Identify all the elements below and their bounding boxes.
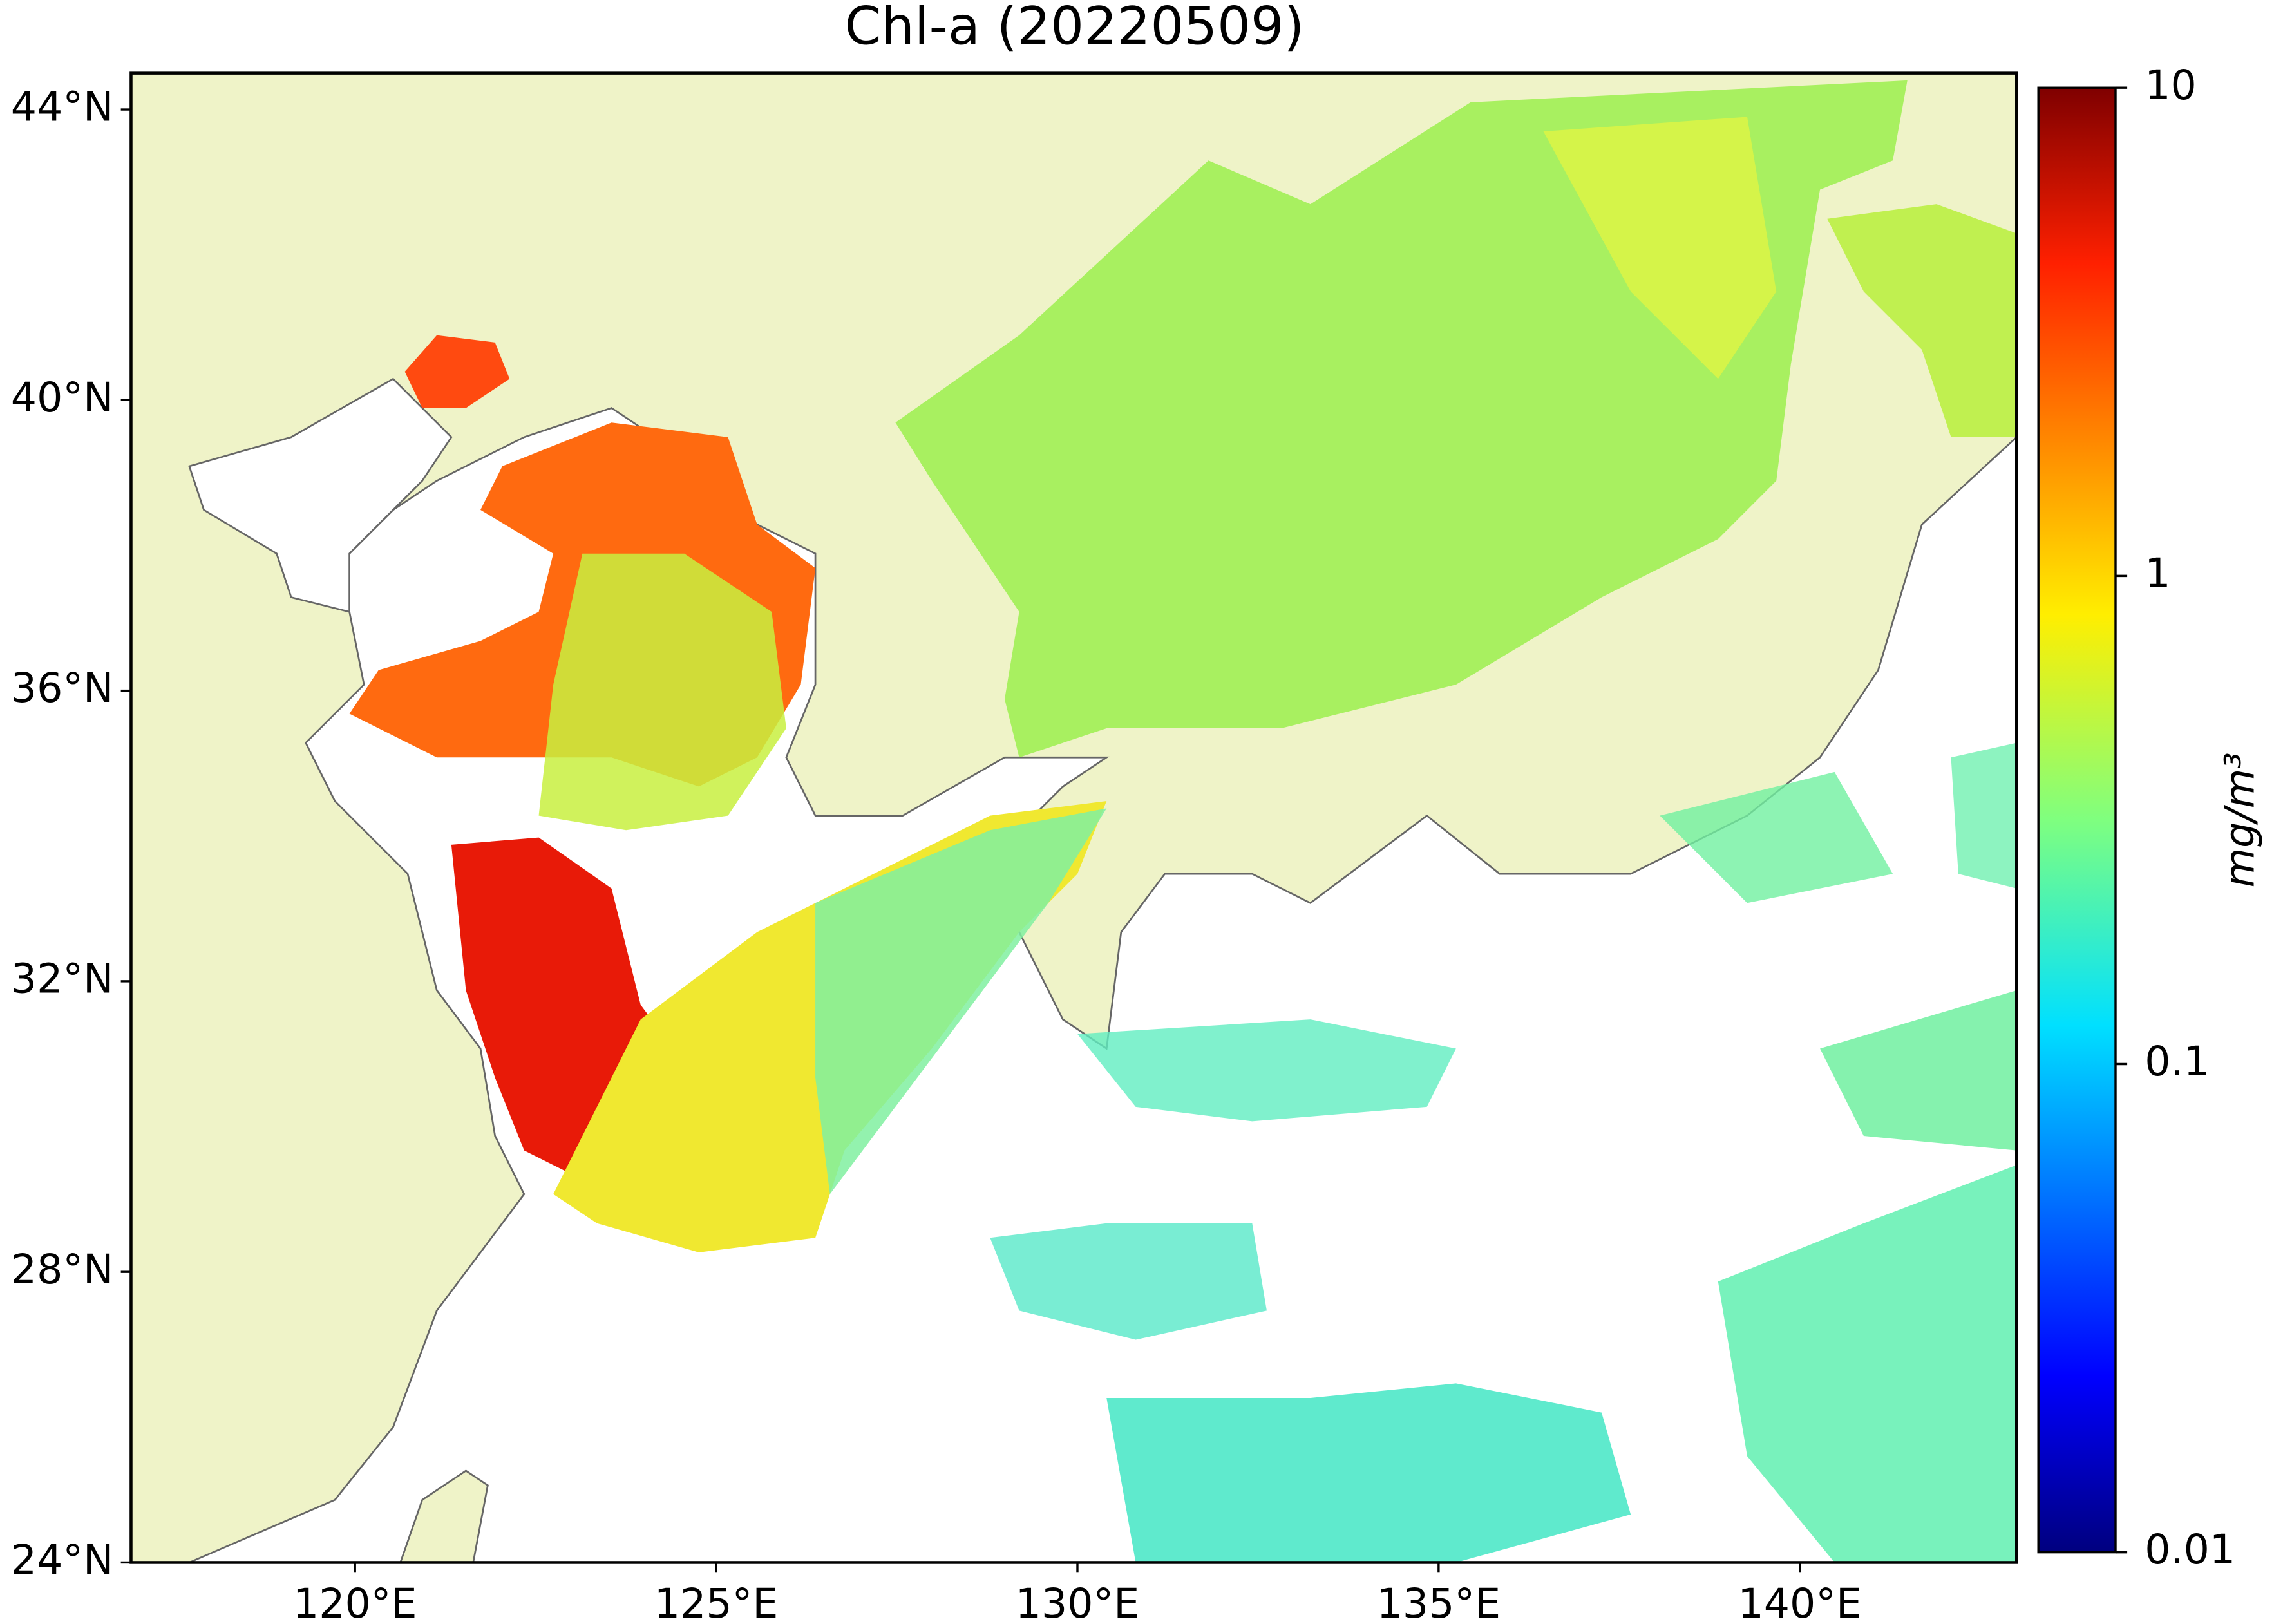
yellow-sea-chl-green (538, 553, 786, 831)
bohai-sea (188, 377, 453, 613)
pacific-chl-5 (1077, 1019, 1456, 1122)
y-tick-label: 40°N (11, 373, 114, 421)
x-tick-label: 130°E (1016, 1580, 1139, 1624)
x-tick-label: 120°E (293, 1580, 417, 1624)
y-tick-label: 32°N (11, 954, 114, 1002)
east-sea-chl-yellow (1543, 117, 1777, 379)
y-tick-label: 36°N (11, 664, 114, 712)
map-area (131, 73, 2017, 1563)
y-tick-label: 28°N (11, 1245, 114, 1293)
colorbar-tick-label: 1 (2145, 549, 2170, 597)
y-tick-label: 44°N (11, 83, 114, 131)
pacific-chl-4 (1660, 771, 1893, 903)
y-tick-label: 24°N (11, 1536, 114, 1583)
colorbar-tick-label: 0.01 (2145, 1525, 2235, 1573)
bohai-chl (404, 335, 510, 408)
pacific-chl-6 (990, 1223, 1267, 1340)
pacific-chl-7 (1951, 742, 2017, 889)
pacific-chl-1 (1106, 1383, 1631, 1563)
colorbar (2037, 86, 2117, 1554)
x-tick-label: 125°E (654, 1580, 778, 1624)
x-tick-label: 135°E (1377, 1580, 1501, 1624)
hokkaido-sea (1827, 204, 2017, 437)
x-tick-label: 140°E (1738, 1580, 1862, 1624)
colorbar-tick-label: 10 (2145, 61, 2197, 109)
ecs-chl-green (815, 808, 1107, 1194)
map-frame (129, 71, 2018, 1564)
taiwan (399, 1469, 489, 1563)
colorbar-tick-label: 0.1 (2145, 1037, 2210, 1085)
pacific-chl-2 (1718, 1165, 2017, 1563)
pacific-chl-3 (1820, 990, 2017, 1151)
map-title: Chl-a (20220509) (845, 0, 1305, 57)
colorbar-label: mg/m³ (2215, 752, 2263, 887)
